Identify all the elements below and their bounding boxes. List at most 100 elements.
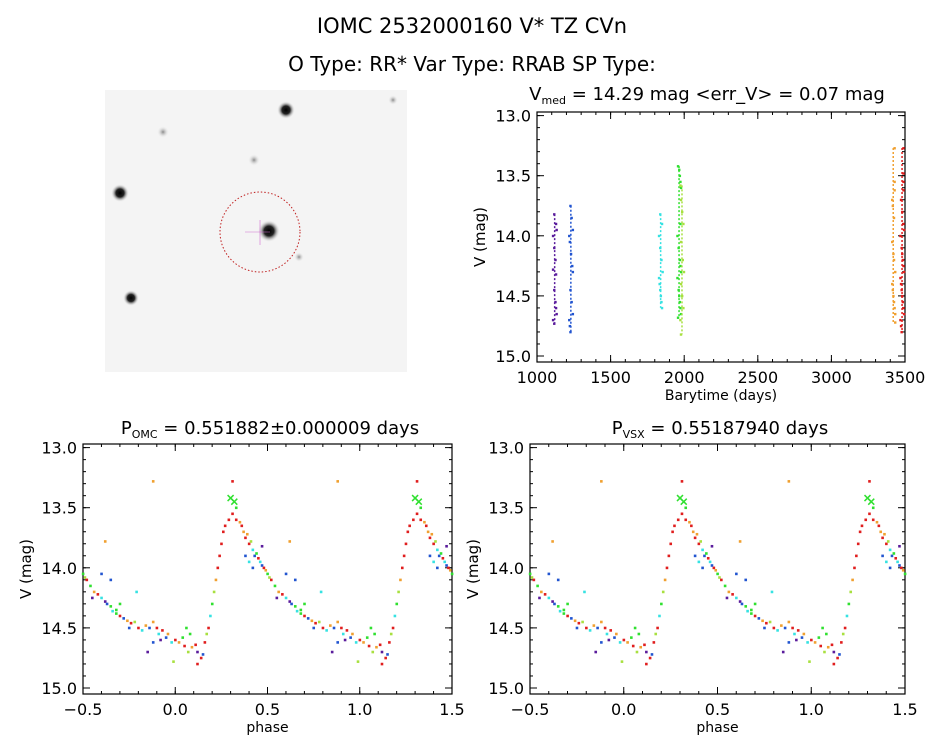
data-point <box>214 578 218 582</box>
data-point <box>780 624 783 627</box>
data-point <box>231 512 234 516</box>
data-point <box>556 605 560 608</box>
data-point <box>885 560 888 564</box>
x-tick-label: 0.5 <box>705 700 730 719</box>
data-point <box>246 532 249 536</box>
data-point <box>658 614 661 618</box>
data-point <box>196 650 199 654</box>
data-point <box>437 554 441 558</box>
data-point <box>879 530 883 534</box>
data-point <box>699 540 703 543</box>
data-point <box>577 621 581 625</box>
data-point <box>902 147 905 150</box>
data-point <box>293 578 297 582</box>
data-point <box>679 333 683 336</box>
data-point <box>412 518 415 522</box>
data-point <box>819 644 823 648</box>
data-point <box>832 650 836 654</box>
data-point <box>894 270 897 274</box>
data-point <box>238 520 242 524</box>
title-main: P <box>611 418 623 439</box>
data-point <box>164 636 168 639</box>
data-point <box>902 270 906 274</box>
plot-frame <box>82 443 453 695</box>
data-point <box>892 258 896 262</box>
data-point <box>85 578 89 582</box>
data-point <box>424 524 428 528</box>
data-point <box>893 189 896 192</box>
data-point <box>445 564 448 567</box>
y-tick-label: 15.0 <box>41 679 77 698</box>
data-point <box>894 312 897 316</box>
data-point <box>902 228 906 232</box>
data-point <box>532 578 536 582</box>
data-point <box>688 520 691 524</box>
data-point <box>332 626 336 630</box>
data-point <box>770 590 774 594</box>
data-point <box>419 518 423 522</box>
star <box>123 290 139 306</box>
data-point <box>362 641 365 644</box>
y-axis-label: V (mag) <box>464 539 482 599</box>
data-point <box>543 593 547 596</box>
data-point <box>603 626 607 630</box>
data-point <box>244 536 247 540</box>
data-point <box>855 554 858 558</box>
data-point <box>900 246 903 250</box>
data-point <box>765 621 768 625</box>
data-point <box>656 626 659 630</box>
data-point <box>269 578 273 582</box>
data-point <box>380 662 384 666</box>
data-point <box>262 566 266 570</box>
data-point <box>303 614 306 618</box>
data-point <box>776 629 779 632</box>
data-point <box>684 506 688 510</box>
data-point <box>731 593 734 596</box>
title-sub: med <box>541 94 566 107</box>
data-point <box>746 609 749 613</box>
data-point <box>652 641 656 644</box>
data-point <box>896 560 899 564</box>
data-point <box>853 566 856 570</box>
data-point <box>744 605 748 608</box>
x-axis-label: phase <box>696 720 738 736</box>
x-tick-label: 0.0 <box>163 700 188 719</box>
data-point <box>868 480 871 483</box>
data-point <box>679 186 683 190</box>
data-point <box>893 147 896 150</box>
data-point <box>260 544 264 548</box>
title-rest: = 0.55187940 days <box>644 418 829 439</box>
data-point <box>817 636 821 639</box>
data-point <box>230 498 238 506</box>
y-tick-label: 13.5 <box>495 167 531 186</box>
data-point <box>902 189 905 192</box>
data-point <box>795 638 798 642</box>
data-point <box>122 617 125 620</box>
y-tick-label: 14.5 <box>41 619 77 638</box>
data-point <box>605 632 609 636</box>
data-point <box>643 643 646 647</box>
data-point <box>553 602 556 606</box>
data-point <box>901 569 905 572</box>
data-point <box>725 596 729 600</box>
data-point <box>893 306 896 310</box>
data-point <box>753 614 757 618</box>
data-point <box>428 554 432 558</box>
faint-star <box>157 126 169 138</box>
data-point <box>273 584 277 588</box>
title-main: V <box>529 84 542 105</box>
data-point <box>402 554 406 558</box>
data-point <box>341 632 345 636</box>
data-point <box>671 530 674 534</box>
data-point <box>902 264 905 268</box>
data-point <box>358 638 362 642</box>
data-point <box>151 480 155 483</box>
x-tick-label: 1.0 <box>347 700 372 719</box>
data-point <box>249 540 253 543</box>
data-point <box>127 626 131 630</box>
x-tick-label: 0.0 <box>611 700 636 719</box>
data-point <box>680 498 688 506</box>
data-point <box>710 564 714 567</box>
data-point <box>654 632 658 636</box>
data-point <box>901 258 905 262</box>
